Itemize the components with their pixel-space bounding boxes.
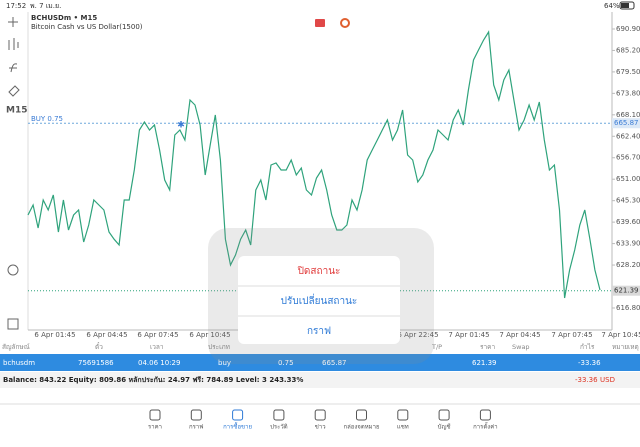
cell: bchusdm [3, 359, 35, 367]
tab-label[interactable]: ประวัติ [270, 424, 288, 431]
cell: 04.06 10:29 [138, 359, 180, 367]
x-tick-label: 7 Apr 10:45 [601, 331, 640, 339]
tab-label[interactable]: ราคา [148, 424, 162, 431]
x-tick-label: 7 Apr 07:45 [551, 331, 592, 339]
x-tick-label: 6 Apr 07:45 [137, 331, 178, 339]
balance-bar [0, 372, 640, 388]
toolbar [7, 17, 20, 330]
x-tick-label: 6 Apr 01:45 [34, 331, 75, 339]
y-tick-label: 639.60 [616, 218, 640, 226]
chart: 690.90 685.20 679.50 673.80 668.10 662.40 656.… [27, 25, 640, 339]
column-header: ราคา [480, 343, 495, 351]
menu-item[interactable]: ปิดสถานะ [297, 266, 340, 277]
y-tick-label: 651.00 [616, 175, 640, 183]
popup [238, 256, 400, 344]
y-tick-label: 673.80 [616, 89, 640, 97]
y-tick-label: 616.80 [616, 304, 640, 312]
y-tick-label: 690.90 [616, 25, 640, 33]
status-time: 17:52 [6, 2, 26, 10]
column-header: สัญลักษณ์ [2, 343, 30, 351]
y-tick-label: 628.20 [616, 261, 640, 269]
tab-icon[interactable] [149, 409, 161, 421]
coin-icon [340, 18, 350, 28]
column-header: หมายเหตุ [612, 343, 639, 351]
tab-icon[interactable] [273, 409, 285, 421]
status-battery: 64% [604, 2, 620, 10]
tab-icon[interactable] [397, 409, 409, 421]
buy-price: 665.87 [614, 119, 639, 127]
y-tick-label: 656.70 [616, 154, 640, 162]
price-tag [612, 285, 640, 296]
zoom-icon[interactable] [7, 264, 19, 276]
tab-label[interactable]: บัญชี [438, 423, 451, 431]
balance-profit: -33.36 [575, 376, 598, 384]
x-tick-label: 7 Apr 01:45 [448, 331, 489, 339]
chart-title: BCHUSDm • M15 [31, 14, 97, 22]
tab-icon[interactable] [438, 409, 450, 421]
y-tick-label: 685.20 [616, 46, 640, 54]
function-icon[interactable] [9, 63, 18, 73]
x-tick-label: 6 Apr 10:45 [189, 331, 230, 339]
y-tick-label: 645.30 [616, 197, 640, 205]
add-icon[interactable] [7, 318, 19, 330]
menu-item[interactable]: กราฟ [307, 326, 331, 337]
table: สัญลักษณ์ ตั๋ว เวลา ประเภท T/P ราคา Swap กำไร หม… [2, 342, 639, 367]
y-tick-label: 633.90 [616, 240, 640, 248]
table-header [0, 340, 640, 354]
column-header: T/P [431, 343, 442, 351]
tab-icon[interactable] [356, 409, 367, 421]
column-header: กำไร [580, 343, 595, 351]
tab-icon[interactable] [314, 409, 326, 421]
tab-label[interactable]: กราฟ [189, 424, 203, 431]
timeframe[interactable]: M15 [6, 106, 27, 116]
buy-price-tag [612, 118, 640, 129]
buy-label: BUY 0.75 [31, 115, 63, 123]
indicator-icon[interactable] [8, 38, 19, 50]
x-tick-label: 6 Apr 22:45 [397, 331, 438, 339]
y-tick-label: 662.40 [616, 132, 640, 140]
tab-label[interactable]: การตั้งค่า [473, 421, 497, 431]
tab-icon[interactable] [190, 409, 202, 421]
x-tick-label: 7 Apr 04:45 [499, 331, 540, 339]
y-tick-label: 668.10 [616, 111, 640, 119]
x-tick-label: 6 Apr 04:45 [86, 331, 127, 339]
cell: 621.39 [472, 359, 497, 367]
balance-currency: USD [600, 376, 615, 384]
price-line-series [27, 30, 601, 299]
column-header: ตั๋ว [95, 342, 103, 351]
y-tick-label: 679.50 [616, 68, 640, 76]
current-price: 621.39 [614, 287, 639, 295]
cell: -33.36 [578, 359, 601, 367]
position-row[interactable] [0, 354, 640, 371]
tabbar: ราคา กราฟ การซื้อขาย ประวัติ ข่าว กล่องจดหมาย… [148, 409, 498, 431]
chart-subtitle: Bitcoin Cash vs US Dollar(1500) [31, 23, 143, 31]
column-header: Swap [512, 343, 530, 351]
cell: 75691586 [78, 359, 114, 367]
cell: 0.75 [278, 359, 294, 367]
tab-label[interactable]: ข่าว [315, 424, 326, 431]
tab-label[interactable]: การซื้อขาย [223, 421, 252, 431]
menu-item[interactable]: ปรับเปลี่ยนสถานะ [281, 293, 358, 307]
cell: buy [218, 359, 231, 367]
cell: 665.87 [322, 359, 347, 367]
objects-icon[interactable] [8, 85, 20, 97]
column-header: ประเภท [208, 343, 230, 351]
tab-label[interactable]: กล่องจดหมาย [343, 424, 379, 431]
battery-level [621, 3, 629, 8]
column-header: เวลา [150, 343, 164, 351]
tab-label[interactable]: แชท [397, 424, 409, 431]
entry-marker: ✱ [177, 121, 185, 131]
flag-icon [315, 19, 325, 27]
balance-text: Balance: 843.22 Equity: 809.86 หลักประกั… [3, 376, 303, 384]
crosshair-icon[interactable] [8, 17, 18, 27]
status-date: พ. 7 เม.ย. [30, 2, 61, 10]
tab-icon[interactable] [232, 409, 244, 421]
tab-icon[interactable] [479, 409, 491, 421]
battery-icon [619, 1, 635, 10]
